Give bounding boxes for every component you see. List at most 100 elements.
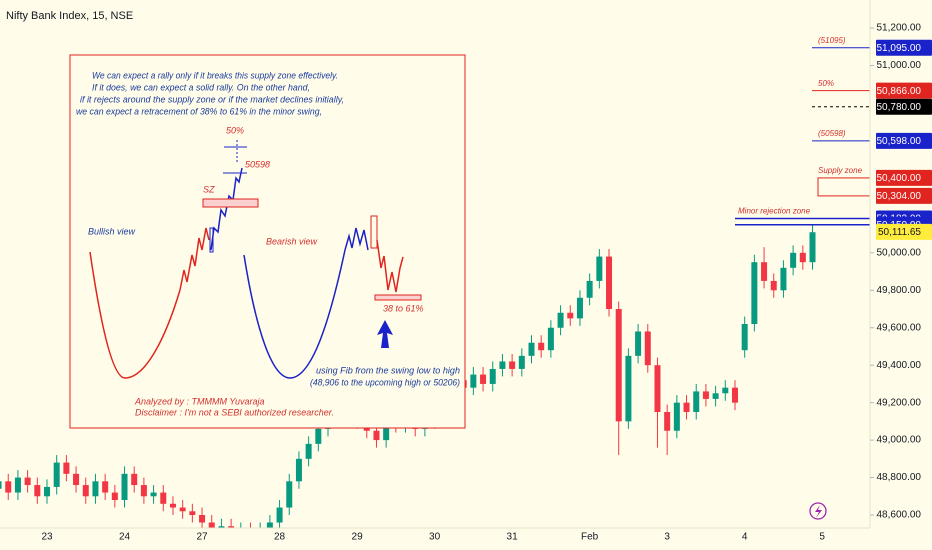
candle-body — [693, 391, 700, 413]
price-tag-label: 50,304.00 — [877, 191, 922, 202]
price-tag — [876, 187, 932, 204]
candle-body — [683, 402, 690, 413]
levels: (51095) 50% (50598) Supply zone Minor reject… — [735, 36, 871, 226]
box-text: we can expect a retracement of 38% to 61… — [76, 106, 322, 116]
sketch — [202, 198, 259, 208]
sketch — [344, 227, 369, 251]
candle-body — [470, 374, 477, 388]
sketch-label: SZ — [203, 184, 215, 194]
y-tick-label: 49,000.00 — [877, 435, 922, 446]
candle-body — [14, 477, 21, 493]
level-note: (51095) — [818, 36, 846, 45]
price-tag-label: 50,400.00 — [877, 173, 922, 184]
candle-body — [121, 473, 128, 501]
y-tick-label: 48,800.00 — [877, 472, 922, 483]
x-tick-label: 23 — [41, 532, 53, 543]
price-tag-label: 50,780.00 — [877, 102, 922, 113]
candle-body — [567, 312, 574, 319]
candle-body — [722, 387, 729, 394]
candle-body — [644, 331, 651, 366]
candle-body — [111, 492, 118, 501]
level-note: Supply zone — [818, 166, 863, 175]
flash-icon — [809, 502, 827, 520]
candle-body — [5, 481, 12, 493]
candle-body — [315, 428, 322, 444]
icon-circle — [809, 502, 827, 520]
sketch-label: 38 to 61% — [383, 303, 424, 313]
chart-title: Nifty Bank Index, 15, NSE — [6, 10, 133, 22]
candle-body — [654, 365, 661, 413]
candle-body — [596, 256, 603, 281]
price-tag-label: 50,111.65 — [878, 227, 921, 238]
candle-body — [664, 412, 671, 431]
box-text: If it does, we can expect a solid rally.… — [92, 82, 310, 92]
candle-body — [615, 309, 622, 422]
y-tick-label: 49,200.00 — [877, 397, 922, 408]
candle-body — [140, 485, 147, 497]
y-tick-label: 48,600.00 — [877, 510, 922, 521]
annotation-box: We can expect a rally only if it breaks … — [69, 54, 466, 429]
candle-body — [625, 355, 632, 422]
x-tick-label: 3 — [664, 532, 670, 543]
candle-body — [24, 477, 31, 486]
sketch-label: 50598 — [245, 159, 270, 169]
candle-body — [761, 262, 768, 281]
candle-body — [179, 507, 186, 512]
candle-body — [34, 485, 41, 497]
sketch — [374, 294, 422, 301]
candle-body — [799, 252, 806, 263]
x-tick-label: 30 — [429, 532, 441, 543]
x-tick-label: 31 — [507, 532, 519, 543]
candle-body — [557, 312, 564, 328]
candle-body — [489, 368, 496, 384]
sketch — [370, 215, 378, 249]
candle-body — [576, 297, 583, 319]
candle-body — [208, 522, 215, 528]
candle-body — [218, 526, 225, 528]
candle-body — [790, 252, 797, 268]
candle-body — [538, 342, 545, 351]
candle-body — [770, 280, 777, 291]
candle-body — [547, 327, 554, 351]
x-tick-label: Feb — [581, 532, 599, 543]
candle-body — [199, 515, 206, 523]
x-tick-label: 27 — [196, 532, 208, 543]
candle-body — [160, 492, 167, 504]
price-tag — [876, 132, 932, 149]
price-tag — [876, 169, 932, 186]
candle-body — [809, 232, 816, 263]
y-tick-label: 51,200.00 — [877, 23, 922, 34]
candle-body — [499, 361, 506, 369]
box-text: We can expect a rally only if it breaks … — [92, 70, 338, 80]
candle-body — [73, 473, 80, 486]
box-frame — [69, 54, 466, 429]
candle-body — [712, 393, 719, 399]
candle-body — [518, 355, 525, 369]
candle-body — [586, 280, 593, 298]
candle-body — [92, 481, 99, 497]
candle-body — [266, 522, 273, 528]
candle-body — [509, 361, 516, 369]
price-tag — [876, 98, 932, 115]
x-tick-label: 24 — [119, 532, 131, 543]
candle-body — [44, 486, 50, 497]
candle-body — [286, 481, 293, 508]
y-tick-label: 49,400.00 — [877, 360, 922, 371]
candle-body — [480, 374, 487, 384]
candle-body — [702, 391, 709, 399]
price-tag — [876, 39, 932, 56]
candle-body — [276, 507, 283, 523]
sketch-label: Bullish view — [88, 226, 136, 236]
candle-body — [150, 492, 157, 497]
candle-body — [528, 342, 535, 356]
candle-body — [780, 267, 787, 291]
price-tag — [876, 82, 932, 99]
candle-body — [741, 323, 748, 351]
y-tick-label: 50,000.00 — [877, 247, 922, 258]
sketch — [179, 227, 210, 291]
level-note: (50598) — [818, 129, 846, 138]
candle-body — [606, 256, 613, 310]
candle-body — [383, 417, 390, 441]
